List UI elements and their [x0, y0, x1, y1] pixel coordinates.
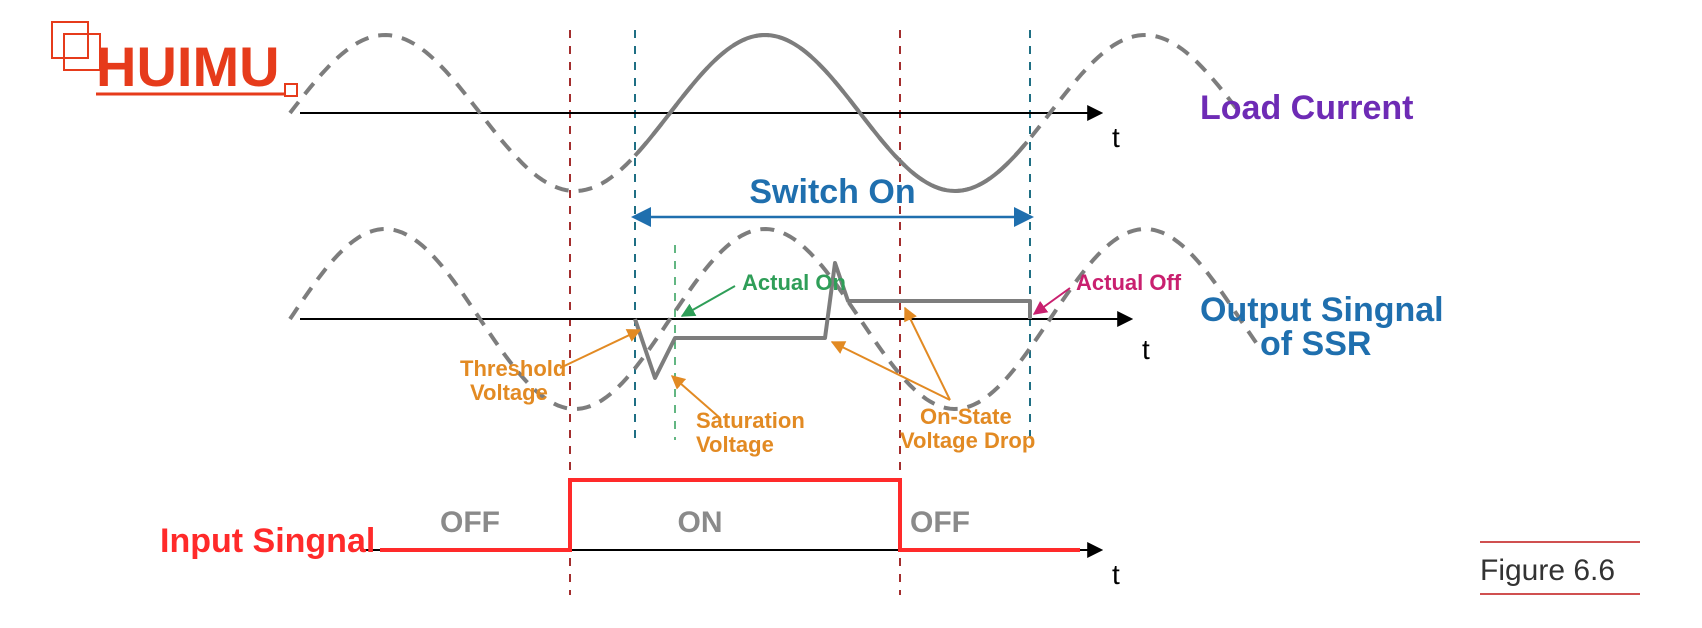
- svg-text:t: t: [1112, 122, 1120, 153]
- svg-text:Figure 6.6: Figure 6.6: [1480, 554, 1615, 587]
- svg-text:t: t: [1142, 334, 1150, 365]
- svg-text:Voltage: Voltage: [696, 432, 774, 457]
- svg-text:Switch On: Switch On: [749, 173, 915, 211]
- svg-text:Input Singnal: Input Singnal: [160, 522, 375, 560]
- svg-text:ON: ON: [678, 506, 723, 539]
- svg-text:Output Singnal: Output Singnal: [1200, 291, 1444, 329]
- svg-text:Voltage: Voltage: [470, 380, 548, 405]
- switch-on-bracket: Switch On: [635, 173, 1030, 217]
- svg-text:On-State: On-State: [920, 404, 1012, 429]
- svg-text:Actual On: Actual On: [742, 270, 846, 295]
- svg-text:of SSR: of SSR: [1260, 325, 1371, 363]
- svg-text:Load Current: Load Current: [1200, 89, 1413, 127]
- svg-text:Actual Off: Actual Off: [1076, 270, 1182, 295]
- annotation-arrows: Actual OnActual OffThresholdVoltageSatur…: [460, 270, 1182, 457]
- logo: HUIMU: [52, 22, 297, 98]
- figure-label: Figure 6.6: [1480, 542, 1640, 594]
- logo-text: HUIMU: [96, 35, 280, 98]
- diagram-canvas: HUIMU Switch On Actual On Actual Off Thres…: [0, 0, 1702, 628]
- svg-text:OFF: OFF: [440, 506, 500, 539]
- svg-text:t: t: [1112, 559, 1120, 590]
- svg-text:OFF: OFF: [910, 506, 970, 539]
- svg-text:Voltage Drop: Voltage Drop: [900, 428, 1035, 453]
- svg-text:Saturation: Saturation: [696, 408, 805, 433]
- svg-text:Threshold: Threshold: [460, 356, 566, 381]
